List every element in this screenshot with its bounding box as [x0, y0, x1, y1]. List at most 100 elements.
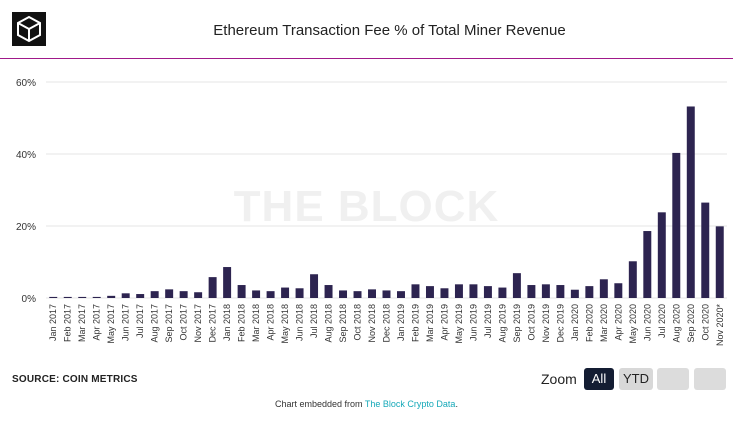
- x-tick-label: Dec 2017: [208, 304, 218, 343]
- chart-title: Ethereum Transaction Fee % of Total Mine…: [213, 22, 566, 39]
- bar: [483, 286, 492, 298]
- bar: [527, 285, 536, 298]
- x-tick-label: Jan 2017: [48, 304, 58, 341]
- x-tick-label: May 2017: [106, 304, 116, 344]
- x-tick-label: Nov 2018: [367, 304, 377, 343]
- x-tick-label: Apr 2020: [613, 304, 623, 341]
- x-tick-label: Feb 2019: [410, 304, 420, 342]
- bar: [223, 267, 232, 298]
- bar: [63, 296, 72, 298]
- x-tick-label: Oct 2020: [700, 304, 710, 341]
- bar: [92, 296, 101, 298]
- bar: [454, 284, 463, 298]
- bar: [469, 284, 478, 298]
- bar: [179, 291, 188, 298]
- x-tick-label: Sep 2020: [686, 304, 696, 343]
- embed-note: Chart embedded from The Block Crypto Dat…: [0, 399, 733, 409]
- bar: [78, 296, 87, 298]
- bar: [512, 273, 521, 298]
- x-tick-label: Nov 2020*: [715, 304, 725, 347]
- bar: [425, 286, 434, 298]
- source-label: SOURCE: COIN METRICS: [12, 374, 138, 385]
- the-block-cube-logo-icon: [12, 12, 46, 46]
- x-tick-label: May 2019: [454, 304, 464, 344]
- bar: [324, 285, 333, 298]
- bar: [49, 296, 58, 298]
- x-tick-label: Feb 2020: [584, 304, 594, 342]
- x-tick-label: Jan 2020: [570, 304, 580, 341]
- x-tick-label: Mar 2020: [599, 304, 609, 342]
- embed-suffix: .: [455, 399, 458, 409]
- bar: [266, 291, 275, 298]
- x-tick-label: Oct 2018: [353, 304, 363, 341]
- bar: [136, 294, 145, 298]
- bar: [541, 284, 550, 298]
- bar: [614, 283, 623, 298]
- x-tick-label: Aug 2018: [324, 304, 334, 343]
- x-tick-label: Apr 2017: [92, 304, 102, 341]
- x-tick-label: Feb 2018: [237, 304, 247, 342]
- x-tick-label: Nov 2017: [193, 304, 203, 343]
- x-tick-label: Sep 2017: [164, 304, 174, 343]
- x-tick-label: Feb 2017: [63, 304, 73, 342]
- bar: [310, 274, 319, 298]
- bar: [570, 289, 579, 298]
- x-tick-label: Jun 2020: [642, 304, 652, 341]
- x-tick-label: May 2020: [628, 304, 638, 344]
- x-tick-label: Jun 2017: [121, 304, 131, 341]
- bar: [237, 285, 246, 298]
- zoom-range-button[interactable]: [694, 368, 726, 390]
- zoom-all-button[interactable]: All: [584, 368, 614, 390]
- y-tick-label: 0%: [22, 294, 37, 305]
- x-tick-label: Jan 2019: [396, 304, 406, 341]
- bar: [715, 226, 724, 298]
- bar: [121, 293, 130, 298]
- bar: [252, 290, 261, 298]
- x-tick-label: Apr 2019: [439, 304, 449, 341]
- bar: [194, 292, 203, 298]
- bar: [701, 202, 710, 298]
- x-tick-label: Aug 2017: [150, 304, 160, 343]
- bar: [411, 284, 420, 298]
- bar: [556, 285, 565, 298]
- embed-prefix: Chart embedded from: [275, 399, 365, 409]
- bar: [643, 231, 652, 298]
- x-tick-label: Dec 2019: [555, 304, 565, 343]
- zoom-ytd-button[interactable]: YTD: [619, 368, 653, 390]
- x-tick-label: May 2018: [280, 304, 290, 344]
- bar: [150, 291, 159, 298]
- x-tick-label: Jun 2019: [468, 304, 478, 341]
- bar: [208, 277, 217, 298]
- x-tick-label: Jun 2018: [295, 304, 305, 341]
- y-tick-label: 60%: [16, 78, 36, 89]
- x-tick-label: Aug 2020: [671, 304, 681, 343]
- bar: [281, 287, 290, 298]
- bar: [498, 287, 507, 298]
- bar: [107, 295, 116, 298]
- x-tick-label: Mar 2019: [425, 304, 435, 342]
- zoom-range-button[interactable]: [657, 368, 689, 390]
- x-tick-label: Sep 2018: [338, 304, 348, 343]
- bar-chart: 0% 20% 40% 60% Jan 2017 Feb 2017 Mar 2017 Apr 2…: [16, 78, 727, 347]
- bar: [165, 289, 174, 298]
- x-tick-label: Aug 2019: [497, 304, 507, 343]
- block-crypto-data-link[interactable]: The Block Crypto Data: [364, 399, 456, 409]
- x-tick-label: Dec 2018: [382, 304, 392, 343]
- x-tick-label: Jul 2017: [135, 304, 145, 338]
- bar: [382, 290, 391, 298]
- y-tick-label: 40%: [16, 150, 36, 161]
- y-tick-label: 20%: [16, 222, 36, 233]
- bar: [657, 212, 666, 298]
- x-tick-label: Apr 2018: [266, 304, 276, 341]
- bar: [368, 289, 376, 298]
- x-tick-label: Sep 2019: [512, 304, 522, 343]
- chart-header: Ethereum Transaction Fee % of Total Mine…: [0, 0, 733, 59]
- bar: [339, 290, 348, 298]
- bar: [599, 279, 608, 298]
- bar: [585, 286, 594, 298]
- bar: [440, 288, 449, 298]
- x-tick-label: Jul 2020: [657, 304, 667, 338]
- bar: [295, 288, 304, 298]
- bar: [672, 152, 681, 298]
- x-tick-label: Jul 2018: [309, 304, 319, 338]
